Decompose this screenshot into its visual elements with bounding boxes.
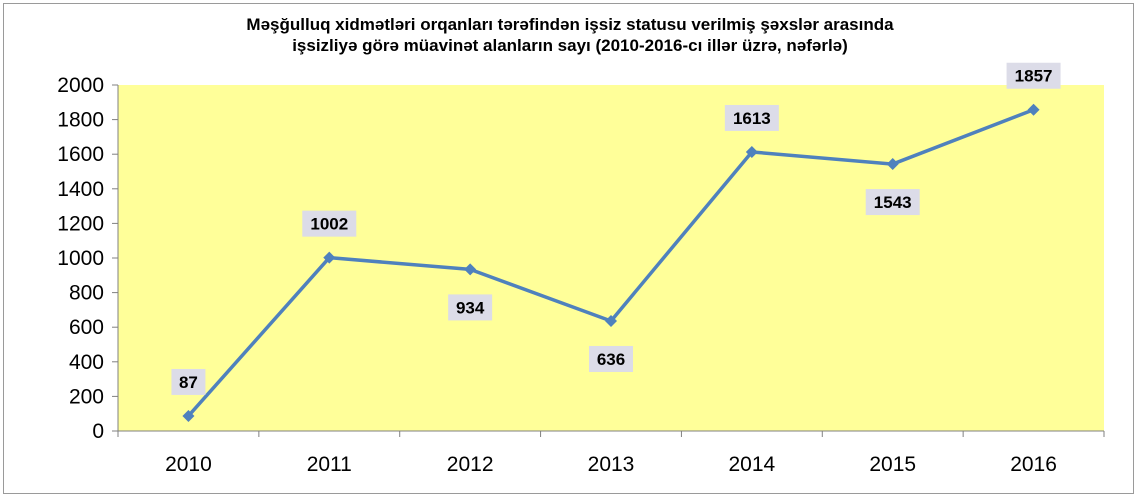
x-tick-label: 2012 bbox=[447, 453, 494, 476]
y-tick-label: 1600 bbox=[57, 143, 104, 166]
y-tick-label: 1000 bbox=[57, 247, 104, 270]
y-tick-label: 2000 bbox=[57, 74, 104, 97]
y-tick-label: 1200 bbox=[57, 212, 104, 235]
y-tick-label: 200 bbox=[69, 385, 104, 408]
y-tick-label: 400 bbox=[69, 351, 104, 374]
x-tick-label: 2014 bbox=[728, 453, 775, 476]
data-label-box bbox=[1006, 62, 1061, 89]
data-label: 1613 bbox=[733, 109, 771, 128]
chart-title-line-1: Məşğulluq xidmətləri orqanları tərəfində… bbox=[246, 15, 894, 34]
data-label: 934 bbox=[456, 298, 485, 317]
data-label: 1002 bbox=[310, 215, 348, 234]
data-label-box bbox=[865, 189, 920, 216]
y-tick-label: 1800 bbox=[57, 109, 104, 132]
data-point bbox=[323, 251, 336, 264]
data-point bbox=[605, 314, 617, 327]
x-tick-label: 2010 bbox=[165, 453, 212, 476]
data-point bbox=[464, 263, 477, 276]
data-label-box bbox=[589, 345, 633, 372]
data-label: 1543 bbox=[874, 193, 912, 212]
data-label: 636 bbox=[597, 350, 625, 369]
y-tick-label: 800 bbox=[69, 282, 104, 305]
data-point bbox=[745, 145, 758, 158]
data-label-box bbox=[302, 210, 357, 237]
data-label: 1857 bbox=[1015, 67, 1053, 86]
data-point bbox=[1027, 103, 1040, 116]
data-point bbox=[182, 409, 195, 422]
y-tick-label: 0 bbox=[92, 420, 104, 443]
data-label: 87 bbox=[179, 373, 198, 392]
data-label-box bbox=[724, 104, 779, 131]
chart-title: Məşğulluq xidmətləri orqanları tərəfində… bbox=[0, 14, 1140, 56]
plot-area bbox=[118, 85, 1104, 431]
x-tick-label: 2011 bbox=[307, 453, 352, 476]
data-point bbox=[886, 158, 899, 171]
data-label-box bbox=[448, 294, 493, 321]
data-label-box bbox=[171, 368, 206, 395]
x-tick-label: 2016 bbox=[1010, 453, 1057, 476]
y-tick-label: 1400 bbox=[57, 178, 104, 201]
x-tick-label: 2015 bbox=[869, 453, 916, 476]
y-tick-label: 600 bbox=[69, 316, 104, 339]
chart-title-line-2: işsizliyə görə müavinət alanların sayı (… bbox=[292, 36, 848, 55]
x-tick-label: 2013 bbox=[588, 453, 635, 476]
